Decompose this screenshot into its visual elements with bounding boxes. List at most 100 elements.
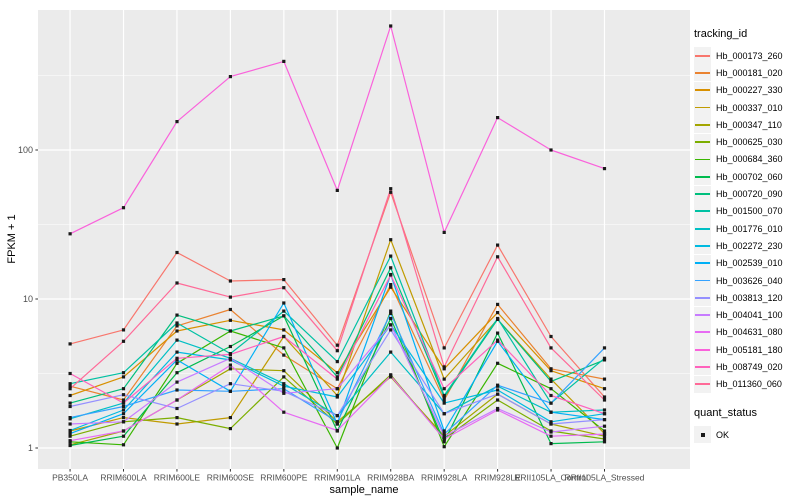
data-point <box>68 432 72 436</box>
data-point <box>68 422 72 426</box>
data-point <box>175 388 179 392</box>
legend-key-line-icon <box>694 99 711 117</box>
data-point <box>602 387 607 391</box>
x-tick-label: RRIM600LE <box>154 473 201 483</box>
data-point <box>121 393 126 397</box>
legend-label: Hb_002272_230 <box>716 240 783 251</box>
data-point <box>602 346 607 350</box>
legend-entry-Hb_003626_040: Hb_003626_040 <box>694 272 798 289</box>
data-point <box>68 401 72 405</box>
data-point <box>68 387 72 391</box>
data-point <box>121 434 126 438</box>
legend-label: Hb_004631_080 <box>716 327 783 338</box>
data-point <box>121 206 126 210</box>
x-tick-label: RRIM600LA <box>100 473 147 483</box>
data-point <box>602 429 607 433</box>
color-line-icon <box>695 331 710 334</box>
data-point <box>121 375 126 379</box>
data-point <box>602 432 607 436</box>
data-point <box>389 350 393 354</box>
legend-key-line-icon <box>694 341 711 359</box>
data-point <box>282 391 286 395</box>
plot-panel <box>38 10 690 469</box>
data-point <box>282 328 286 332</box>
data-point <box>175 422 179 426</box>
data-point <box>442 434 446 438</box>
series-legend: Hb_000173_260 Hb_000181_020 Hb_000227_330 H… <box>694 47 798 393</box>
data-point <box>121 429 126 433</box>
legend-key-line-icon <box>694 47 711 65</box>
data-point <box>602 418 607 422</box>
data-point <box>282 410 286 414</box>
legend-key-line-icon <box>694 358 711 376</box>
legend-entry-Hb_000337_010: Hb_000337_010 <box>694 99 798 117</box>
data-point <box>282 346 286 350</box>
data-point <box>335 420 339 424</box>
legend-key-line-icon <box>694 150 711 168</box>
data-point <box>175 281 179 285</box>
x-tick-label: RRIM901LA <box>314 473 361 483</box>
color-line-icon <box>695 158 710 161</box>
data-point <box>442 432 446 436</box>
data-point <box>549 377 553 381</box>
color-line-icon <box>695 141 710 144</box>
legend-label: Hb_001776_010 <box>716 223 783 234</box>
color-line-icon <box>695 72 710 74</box>
legend-label: OK <box>716 429 730 440</box>
legend-entry-Hb_002272_230: Hb_002272_230 <box>694 237 798 255</box>
data-point <box>442 412 446 416</box>
data-point <box>121 371 126 375</box>
legend-key-line-icon <box>694 254 711 272</box>
legend-entry-Hb_004631_080: Hb_004631_080 <box>694 323 798 341</box>
data-point <box>442 367 446 371</box>
legend-key-line-icon <box>694 306 711 324</box>
data-point <box>282 334 286 339</box>
legend-entry-Hb_002539_010: Hb_002539_010 <box>694 254 798 272</box>
legend-key-line-icon <box>694 237 711 255</box>
data-point <box>228 75 232 79</box>
x-tick-label: RRIM600PE <box>260 473 308 483</box>
data-point <box>496 383 500 387</box>
data-point <box>228 307 232 312</box>
data-point <box>496 311 500 315</box>
data-point <box>549 334 553 339</box>
data-point <box>389 190 393 194</box>
data-point <box>602 356 607 360</box>
legend-key-line-icon <box>694 202 711 220</box>
data-point <box>389 374 393 378</box>
data-point <box>175 313 179 317</box>
data-point <box>389 273 393 277</box>
data-point <box>68 434 72 438</box>
data-point <box>121 443 126 447</box>
legend-label: Hb_000181_020 <box>716 67 783 78</box>
data-point <box>389 311 393 315</box>
data-point <box>496 338 500 342</box>
legend-entry-Hb_011360_060: Hb_011360_060 <box>694 375 798 393</box>
legend-label: Hb_005181_180 <box>716 344 783 355</box>
data-point <box>549 420 553 424</box>
legend-title-tracking-id: tracking_id <box>694 28 748 40</box>
data-point <box>602 412 607 416</box>
color-line-icon <box>695 245 710 247</box>
data-point <box>121 401 126 405</box>
data-point <box>496 361 500 365</box>
data-point <box>335 395 339 399</box>
data-point <box>121 398 126 402</box>
data-point <box>389 316 393 321</box>
legend-key-line-icon <box>694 375 711 393</box>
data-point <box>175 398 179 402</box>
color-line-icon <box>695 296 710 299</box>
legend-label: Hb_000702_060 <box>716 171 783 182</box>
data-point <box>68 371 72 376</box>
data-point <box>496 408 500 412</box>
data-point <box>335 360 339 364</box>
data-point <box>68 428 72 433</box>
legend-label: Hb_000227_330 <box>716 85 783 96</box>
data-point <box>442 346 446 350</box>
data-point <box>282 314 286 318</box>
y-axis-title: FPKM + 1 <box>6 214 18 263</box>
data-point <box>68 342 72 346</box>
legend-entry-Hb_000173_260: Hb_000173_260 <box>694 47 798 65</box>
x-tick-label: PB350LA <box>52 473 88 483</box>
x-tick-label: RRIM928BA <box>367 473 415 483</box>
